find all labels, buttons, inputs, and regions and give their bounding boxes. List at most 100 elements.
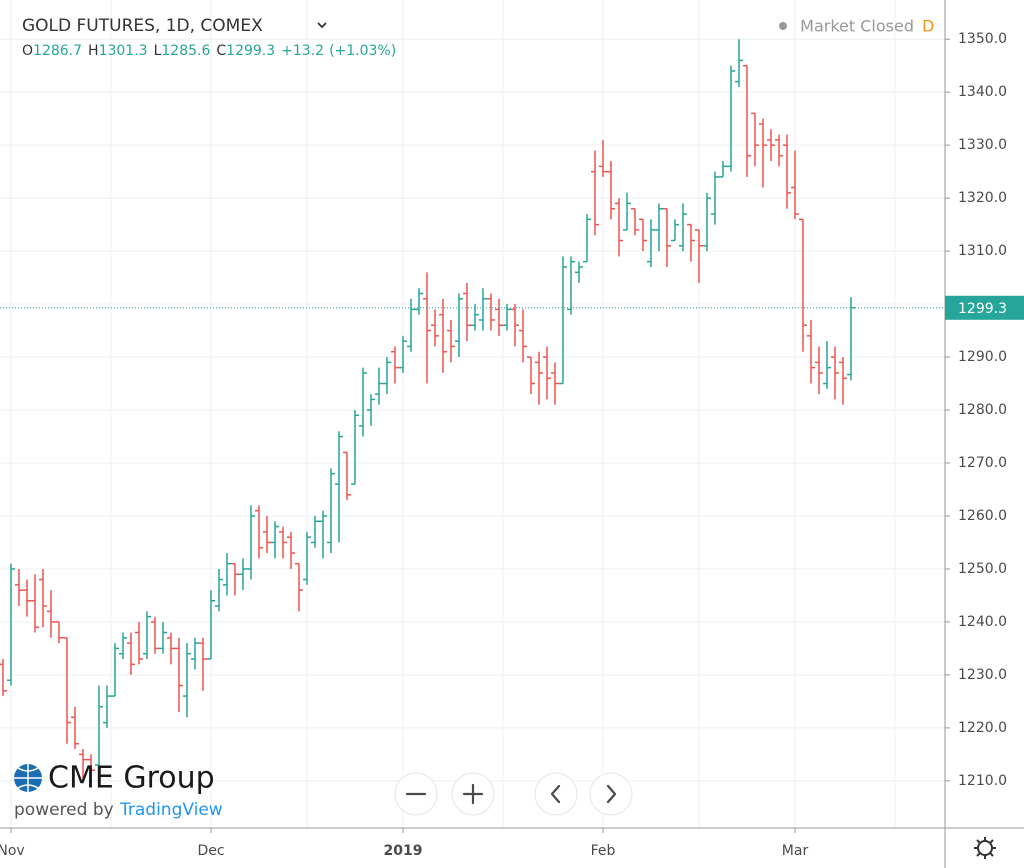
ohlc-bar [303, 531, 311, 585]
ohlc-bar [295, 562, 303, 612]
market-status: Market Closed [800, 17, 914, 36]
ohlc-bar [191, 637, 199, 670]
ohlc-bar [79, 749, 87, 781]
last-price-label: 1299.3 [958, 301, 1007, 317]
ohlc-bar [271, 521, 279, 559]
ohlc-header: O1286.7 H1301.3 L1285.6 C1299.3 +13.2 (+1.03%… [22, 43, 396, 59]
ohlc-bar [111, 643, 119, 697]
ohlc-bar [719, 161, 727, 178]
ohlc-bar [799, 218, 807, 352]
ohlc-bar [455, 293, 463, 358]
ohlc-bar [495, 298, 503, 336]
brand-provider[interactable]: TradingView [119, 800, 223, 820]
ohlc-bar [751, 112, 759, 167]
ohlc-key: H [88, 43, 99, 59]
ohlc-bar [663, 207, 671, 267]
ohlc-bar [255, 505, 263, 559]
ohlc-bar [287, 531, 295, 569]
ohlc-bar [207, 590, 215, 660]
ohlc-bar [447, 319, 455, 363]
ohlc-bar [583, 214, 591, 263]
ohlc-bar [807, 319, 815, 384]
logo-globe-lines [14, 764, 42, 792]
ohlc-bar [183, 643, 191, 718]
ohlc-bar [279, 526, 287, 559]
y-tick-label: 1310.0 [958, 243, 1007, 259]
ohlc-bar [695, 229, 703, 283]
ohlc-bar [351, 410, 359, 485]
ohlc-bar [311, 515, 319, 548]
ohlc-bar [175, 637, 183, 712]
x-tick-label: Mar [782, 843, 809, 859]
ohlc-bar [511, 304, 519, 347]
ohlc-bar [439, 298, 447, 373]
ohlc-bar [487, 293, 495, 331]
ohlc-bar [383, 357, 391, 395]
ohlc-bar [759, 118, 767, 188]
ohlc-bar [343, 451, 351, 501]
y-tick-label: 1330.0 [958, 137, 1007, 153]
ohlc-bar [231, 562, 239, 596]
ohlc-bar [7, 563, 15, 686]
ohlc-bar [743, 64, 751, 177]
settings-button[interactable] [974, 837, 996, 859]
ohlc-bar [735, 39, 743, 87]
ohlc-bar [399, 335, 407, 373]
ohlc-bar [151, 616, 159, 654]
ohlc-bar [463, 282, 471, 342]
ohlc-bar [831, 346, 839, 400]
ohlc-bar [535, 351, 543, 405]
ohlc-bar [23, 579, 31, 617]
zoom-in-button[interactable] [451, 772, 495, 816]
ohlc-key: C [216, 43, 226, 59]
ohlc-bar [471, 304, 479, 331]
ohlc-bar [55, 621, 63, 644]
title-dropdown[interactable] [317, 22, 327, 29]
ohlc-bar [0, 659, 7, 697]
ohlc-bar [551, 362, 559, 405]
ohlc-value: 1301.3 [99, 43, 148, 59]
scroll-right-button[interactable] [589, 772, 633, 816]
ohlc-bar [823, 341, 831, 389]
ohlc-bar [615, 198, 623, 257]
chart-title: GOLD FUTURES, 1D, COMEX [22, 16, 263, 36]
ohlc-bar [775, 134, 783, 167]
ohlc-bar [87, 754, 95, 776]
zoom-out-button[interactable] [394, 772, 438, 816]
ohlc-bar [223, 553, 231, 596]
ohlc-bar [607, 161, 615, 220]
ohlc-bar [415, 288, 423, 315]
ohlc-bar [671, 219, 679, 242]
y-tick-label: 1250.0 [958, 561, 1007, 577]
ohlc-bar [135, 621, 143, 665]
ohlc-bar [391, 346, 399, 384]
ohlc-bar [591, 150, 599, 236]
ohlc-bar [679, 203, 687, 252]
ohlc-bar [767, 129, 775, 162]
scroll-left-button[interactable] [534, 772, 578, 816]
ohlc-bar [815, 346, 823, 395]
y-tick-label: 1340.0 [958, 84, 1007, 100]
ohlc-bar [247, 505, 255, 580]
ohlc-bar [167, 632, 175, 665]
ohlc-bar [479, 288, 487, 331]
ohlc-bar [727, 65, 735, 172]
ohlc-bar [639, 218, 647, 252]
ohlc-value: 1299.3 [226, 43, 275, 59]
ohlc-bar [431, 309, 439, 347]
ohlc-bar [239, 558, 247, 591]
ohlc-bar [367, 394, 375, 426]
ohlc-bar [711, 171, 719, 225]
y-tick-label: 1280.0 [958, 402, 1007, 418]
ohlc-bar [559, 256, 567, 385]
ohlc-bar [503, 304, 511, 331]
x-tick-label: Feb [591, 843, 616, 859]
ohlc-bar [783, 134, 791, 209]
y-tick-label: 1290.0 [958, 349, 1007, 365]
last-price-box [945, 295, 1024, 320]
ohlc-bar [423, 272, 431, 384]
ohlc-bar [687, 223, 695, 262]
ohlc-key: O [22, 43, 33, 59]
ohlc-bar [703, 192, 711, 252]
